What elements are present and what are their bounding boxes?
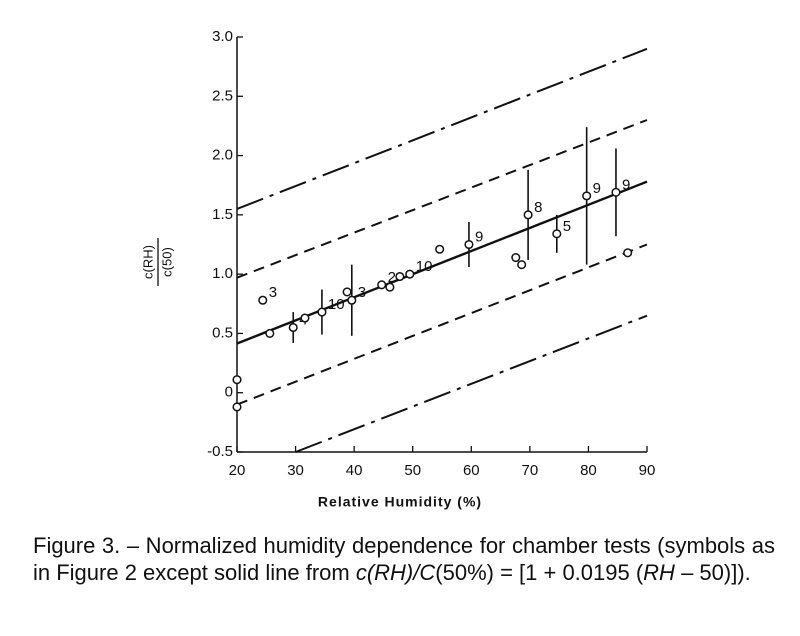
point [377,280,387,290]
y-label-den: c(50) [159,247,174,277]
point [582,191,592,201]
x-tick-label: 20 [229,462,246,479]
point [232,375,242,385]
point [623,248,633,258]
point [347,295,357,305]
chart: Relative Humidity (%) c(RH) c(50) 3.0 2.5… [140,28,656,510]
caption-part: RH [643,560,675,585]
y-tick-label: -0.5 [207,443,233,460]
point-label: 9 [622,176,630,193]
point [511,252,521,263]
point-label: 8 [534,199,542,216]
y-label-num: c(RH) [140,245,155,279]
point [464,239,474,250]
point [258,295,268,305]
x-tick-label: 30 [287,462,304,479]
point [342,287,352,297]
point [232,402,242,412]
point-label: 9 [593,180,601,197]
x-tick-label: 50 [404,462,421,479]
caption-part: – 50)]). [674,560,751,585]
caption-part: Figure 3. – Normalized humidity dependen… [33,533,775,585]
point [265,328,275,338]
reference-line [236,243,648,406]
point-label: 2 [388,269,396,286]
y-tick-label: 3.0 [212,28,233,45]
point [288,322,298,333]
y-axis-label: c(RH) c(50) [140,238,174,286]
x-tick-label: 90 [639,462,656,479]
point-label: 10 [416,258,433,275]
reference-line [295,314,648,453]
x-axis-label: Relative Humidity (%) [318,494,482,510]
point [405,269,415,279]
point [517,260,527,270]
point-label: 5 [563,218,571,235]
point [395,271,405,282]
y-tick-label: 1.5 [212,206,233,223]
point-label: 9 [475,228,483,245]
x-tick-label: 60 [463,462,480,479]
point [300,313,310,323]
x-tick-label: 40 [346,462,363,479]
point [385,282,395,292]
y-tick-label: 2.5 [212,87,233,104]
reference-line [236,119,648,279]
y-tick-label: 1.0 [212,265,233,282]
caption-part: c(RH)/C [355,560,436,585]
x-tick-label: 80 [580,462,597,479]
point [611,187,621,197]
y-tick-label: 0.5 [212,324,233,341]
point [552,229,562,239]
point [435,244,445,254]
caption-part: (50%) = [1 + 0.0195 ( [435,560,644,585]
point-label: 3 [358,284,366,301]
x-tick-label: 70 [522,462,539,479]
point [317,307,327,317]
point-label: 3 [269,284,277,301]
reference-line [236,47,648,210]
y-tick-label: 0 [225,384,233,401]
y-tick-label: 2.0 [212,147,233,164]
point-label: 10 [328,296,345,313]
caption: Figure 3. – Normalized humidity dependen… [33,532,775,586]
point [523,210,533,220]
